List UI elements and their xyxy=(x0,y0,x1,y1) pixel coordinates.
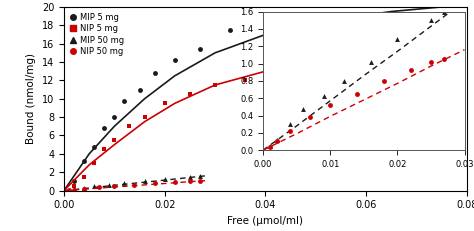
X-axis label: Free (μmol/ml): Free (μmol/ml) xyxy=(228,216,303,226)
Y-axis label: Bound (nmol/mg): Bound (nmol/mg) xyxy=(27,53,36,144)
Legend: MIP 5 mg, NIP 5 mg, MIP 50 mg, NIP 50 mg: MIP 5 mg, NIP 5 mg, MIP 50 mg, NIP 50 mg xyxy=(68,11,126,58)
